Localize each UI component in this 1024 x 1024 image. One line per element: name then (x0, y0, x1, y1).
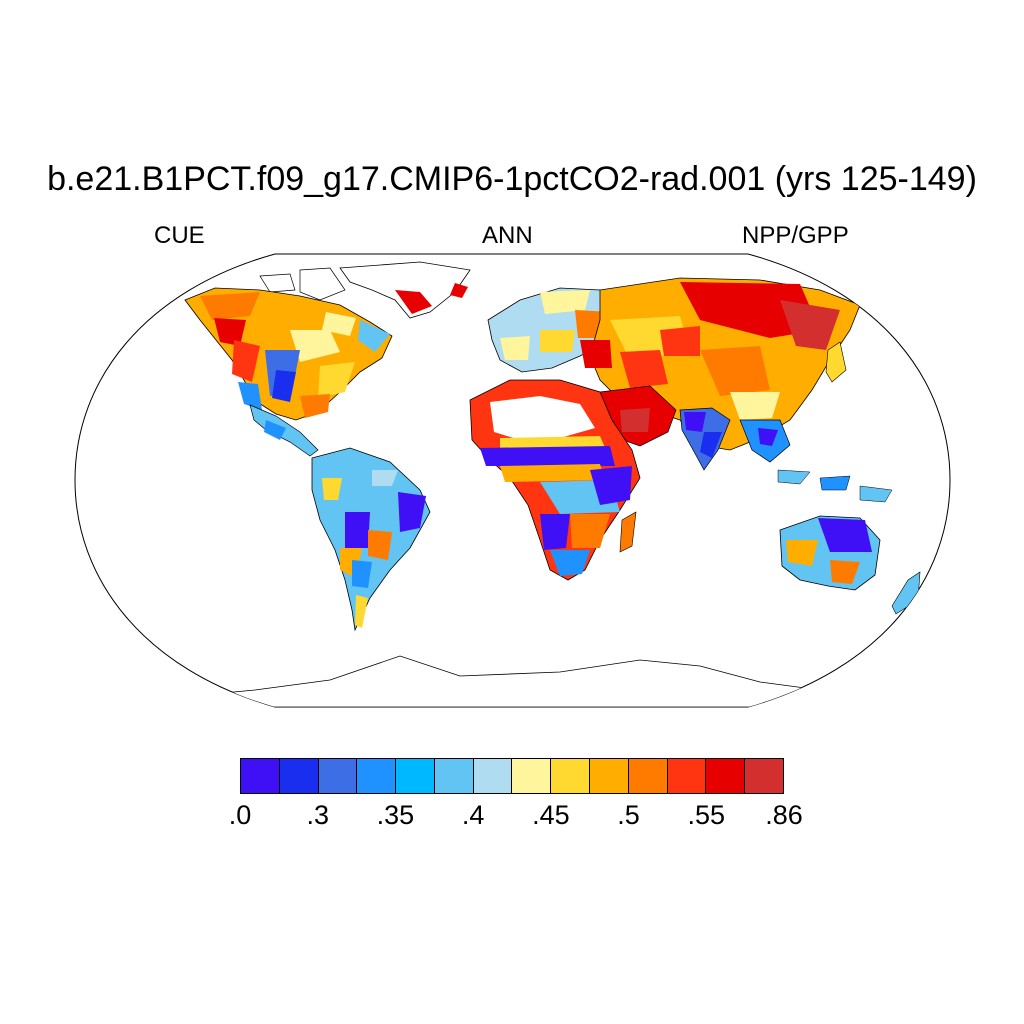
colorbar-box (745, 759, 783, 793)
colorbar-tick-label: .45 (532, 800, 570, 830)
colorbar-labels: .0 .3 .35 .4 .45 .5 .55 .86 (0, 800, 1024, 840)
colorbar-box (473, 759, 513, 793)
colorbar-box (279, 759, 319, 793)
colorbar-box (396, 759, 435, 793)
season-label: ANN (482, 222, 533, 249)
colorbar-tick-label: .86 (765, 800, 803, 830)
colorbar-tick-label: .35 (376, 800, 415, 830)
colorbar-box (512, 759, 552, 793)
colorbar-box (357, 759, 397, 793)
variable-label: CUE (154, 222, 205, 249)
colorbar-tick-label: .55 (687, 800, 726, 830)
colorbar-box (434, 759, 474, 793)
colorbar-tick-label: .5 (617, 800, 640, 830)
colorbar-box (706, 759, 746, 793)
map-title: b.e21.B1PCT.f09_g17.CMIP6-1pctCO2-rad.00… (47, 160, 977, 198)
colorbar-box (551, 759, 591, 793)
greenland (339, 261, 471, 319)
colorbar-tick-label: .0 (228, 800, 252, 830)
colorbar-tick-label: .4 (461, 800, 485, 830)
colorbar-tick-label: .3 (306, 800, 329, 830)
colorbar (240, 758, 784, 794)
colorbar-box (318, 759, 358, 793)
colorbar-box (667, 759, 707, 793)
antarctica (75, 655, 950, 707)
units-label: NPP/GPP (742, 222, 849, 249)
colorbar-box (590, 759, 629, 793)
colorbar-box (241, 759, 280, 793)
colorbar-box (628, 759, 668, 793)
